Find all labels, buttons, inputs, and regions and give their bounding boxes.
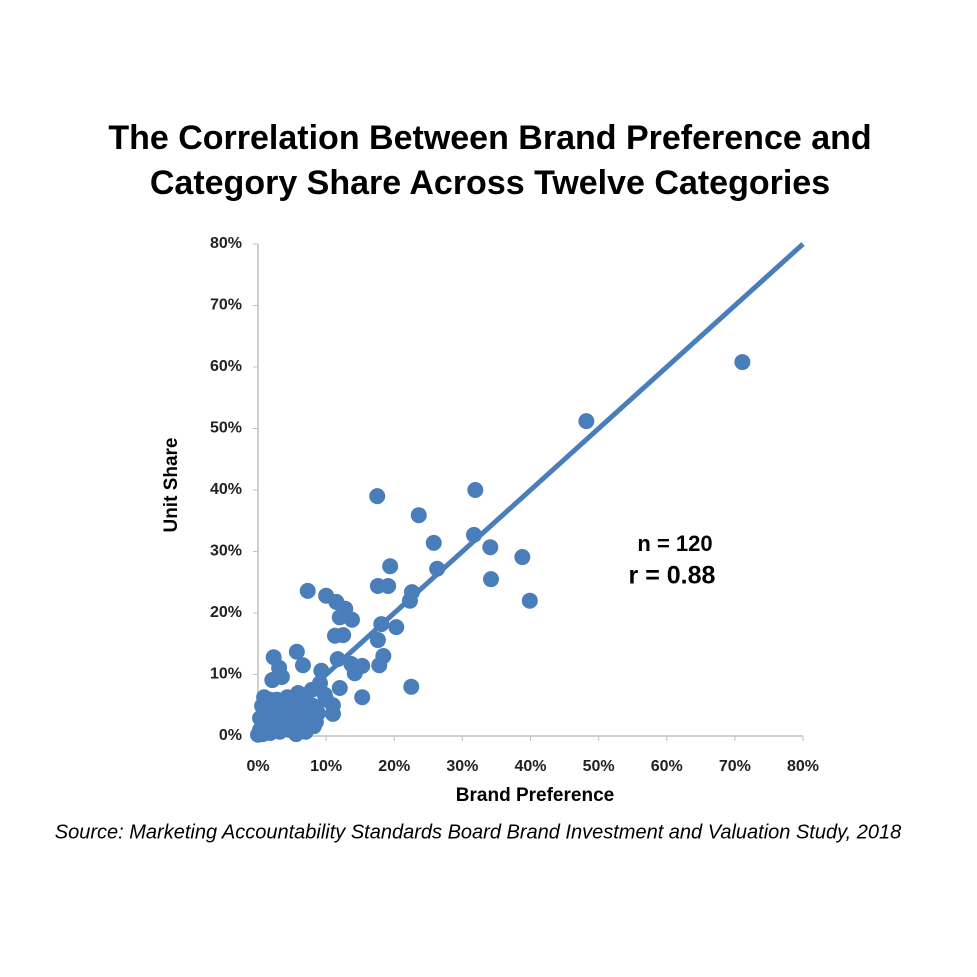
point [309, 705, 326, 722]
point [354, 689, 371, 706]
x-tick-label: 60% [651, 758, 683, 775]
point [264, 672, 281, 689]
point [410, 507, 427, 524]
point [331, 680, 348, 697]
y-tick-label: 10% [210, 666, 242, 683]
source-note: Source: Marketing Accountability Standar… [55, 821, 901, 843]
point [467, 482, 484, 498]
y-tick-label: 30% [210, 543, 242, 560]
y-axis-label: Unit Share [161, 437, 182, 532]
y-tick-label: 80% [210, 235, 242, 252]
point [371, 657, 388, 674]
point [344, 611, 361, 628]
point [331, 609, 348, 626]
x-tick-label: 50% [583, 758, 615, 775]
x-tick-label: 40% [514, 758, 546, 775]
x-axis-label: Brand Preference [456, 785, 614, 806]
point [578, 413, 595, 430]
point [324, 705, 341, 722]
point [288, 643, 305, 660]
point [382, 558, 399, 575]
point [369, 488, 386, 505]
x-tick-label: 30% [446, 758, 478, 775]
x-tick-label: 70% [719, 758, 751, 775]
y-tick-label: 0% [219, 727, 242, 744]
y-tick-label: 50% [210, 420, 242, 437]
y-tick-label: 60% [210, 358, 242, 375]
point [514, 549, 531, 566]
point [482, 539, 499, 556]
point [294, 657, 311, 674]
x-tick-label: 80% [787, 758, 819, 775]
point [299, 582, 316, 599]
y-tick-label: 40% [210, 481, 242, 498]
x-tick-label: 0% [246, 758, 269, 775]
point [380, 577, 397, 594]
x-tick-label: 10% [310, 758, 342, 775]
point [346, 665, 363, 682]
point [335, 627, 352, 644]
y-tick-label: 70% [210, 297, 242, 314]
point [388, 619, 405, 636]
point [403, 678, 420, 695]
point [256, 704, 273, 721]
point [482, 571, 499, 588]
point [279, 689, 296, 706]
point [425, 534, 442, 551]
point [521, 592, 538, 609]
y-tick-label: 20% [210, 604, 242, 621]
x-tick-label: 20% [378, 758, 410, 775]
annotation: r = 0.88 [629, 562, 716, 590]
annotation: n = 120 [637, 531, 712, 556]
point [318, 691, 335, 708]
chart-title: The Correlation Between Brand Preference… [108, 119, 871, 202]
point [288, 726, 305, 743]
point [734, 354, 751, 371]
point [369, 632, 386, 649]
trend-line [256, 242, 805, 738]
